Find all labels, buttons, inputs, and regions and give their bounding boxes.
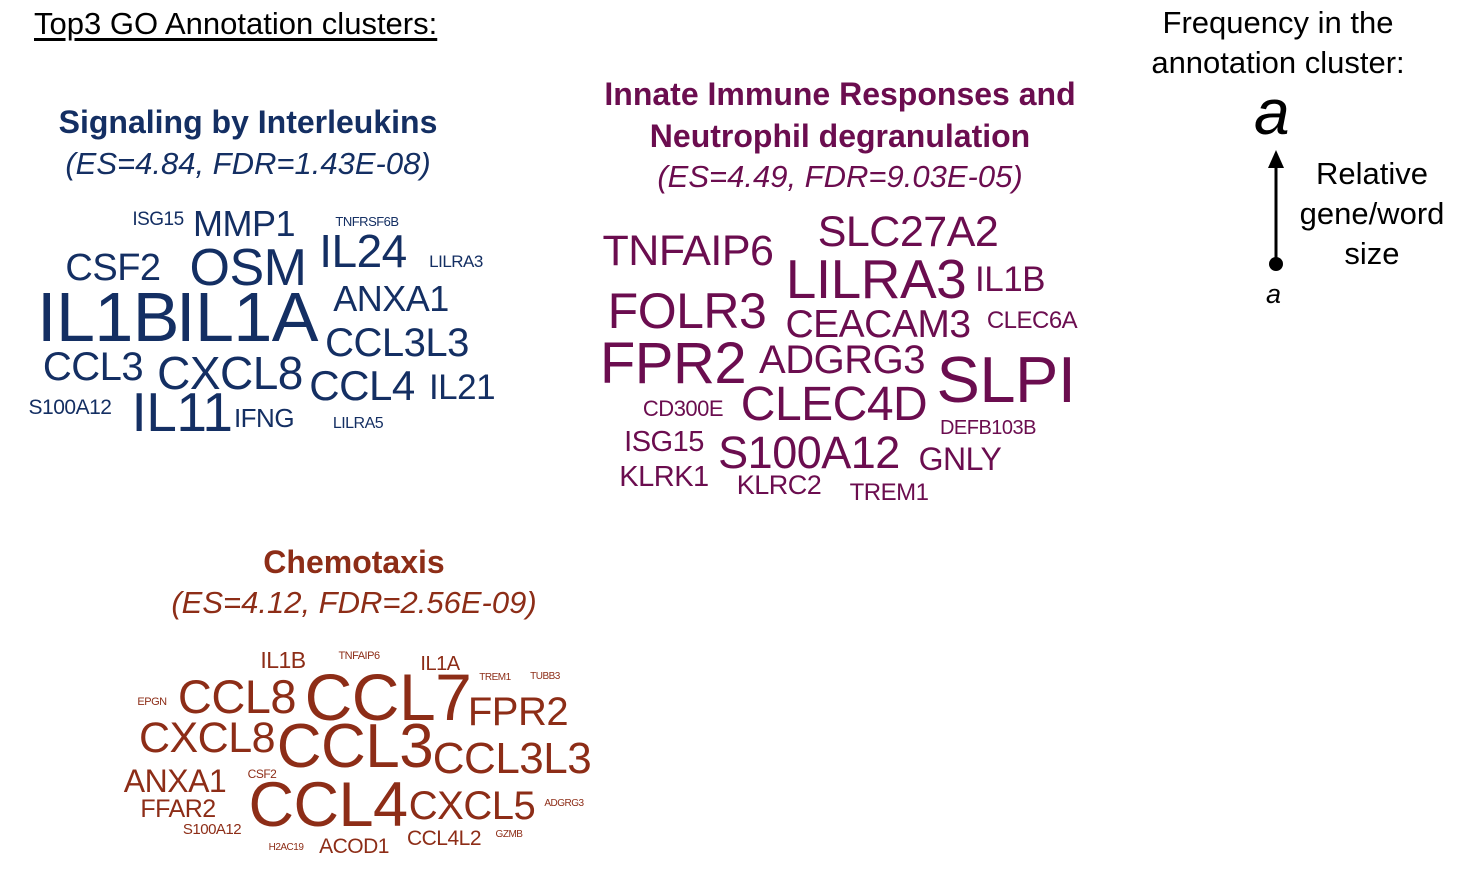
gene-word: ANXA1 (123, 763, 227, 799)
gene-word: CCL4 (309, 362, 415, 409)
gene-word: LILRA3 (429, 252, 483, 271)
gene-word: FFAR2 (140, 795, 216, 823)
gene-word: ACOD1 (319, 835, 389, 858)
gene-word: H2AC19 (268, 842, 304, 853)
gene-word: TNFRSF6B (335, 214, 399, 229)
size-arrow-icon (1268, 150, 1284, 271)
gene-word: FPR2 (467, 690, 569, 734)
gene-word: TREM1 (849, 479, 929, 506)
legend-big-letter: a (1254, 76, 1290, 148)
gene-word: MMP1 (192, 203, 296, 244)
gene-word: TREM1 (479, 672, 511, 683)
gene-word: CLEC4D (740, 378, 928, 431)
legend-title: Frequency in the (1162, 5, 1394, 40)
gene-word: IL21 (428, 368, 496, 407)
gene-word: ANXA1 (333, 278, 449, 319)
gene-word: CCL8 (177, 670, 297, 723)
cluster-title: Neutrophil degranulation (649, 118, 1031, 154)
gene-word: IL1B (975, 260, 1046, 299)
gene-word: CCL3 (42, 345, 144, 389)
gene-word: IL1B (37, 278, 180, 356)
gene-word: FPR2 (599, 331, 747, 396)
gene-word: CCL4L2 (406, 827, 482, 850)
cluster-stats: (ES=4.12, FDR=2.56E-09) (171, 585, 537, 620)
gene-word: TNFAIP6 (602, 227, 774, 275)
cluster-stats: (ES=4.84, FDR=1.43E-08) (65, 146, 431, 181)
cluster-title: Chemotaxis (263, 544, 445, 580)
gene-word: IL1A (176, 278, 319, 356)
gene-word: ADGRG3 (544, 798, 584, 809)
gene-word: CSF2 (65, 247, 161, 289)
legend-small-letter: a (1266, 279, 1282, 309)
legend-side-text: Relative (1316, 156, 1428, 191)
gene-word: IL24 (319, 225, 407, 277)
legend-side-text: gene/word (1299, 196, 1445, 231)
gene-word: ISG15 (624, 426, 704, 458)
legend-side-text: size (1344, 236, 1400, 271)
gene-word: CCL3L3 (325, 321, 469, 365)
gene-word: IL1A (420, 653, 460, 675)
gene-word: CXCL8 (157, 347, 303, 399)
gene-word: CD300E (642, 396, 724, 421)
gene-word: GNLY (918, 441, 1002, 477)
gene-word: IL11 (131, 381, 233, 443)
gene-word: CXCL5 (408, 784, 536, 828)
cluster-title: Innate Immune Responses and (604, 76, 1076, 112)
gene-word: OSM (189, 239, 307, 297)
gene-word: CLEC6A (986, 307, 1078, 334)
cluster-stats: (ES=4.49, FDR=9.03E-05) (657, 159, 1023, 194)
gene-word: CEACAM3 (785, 303, 971, 346)
gene-word: EPGN (137, 696, 167, 708)
gene-word: S100A12 (28, 396, 112, 419)
gene-word: CSF2 (247, 767, 277, 781)
gene-word: SLC27A2 (817, 208, 999, 256)
gene-word: CCL4 (248, 770, 408, 840)
gene-word: LILRA3 (785, 248, 967, 310)
gene-word: LILRA5 (332, 415, 384, 432)
gene-word: S100A12 (718, 427, 900, 478)
gene-word: CCL7 (304, 660, 472, 734)
gene-word: ISG15 (132, 209, 184, 230)
gene-word: IL1B (260, 647, 306, 673)
gene-word: ADGRG3 (759, 338, 925, 382)
gene-word: TNFAIP6 (338, 650, 380, 662)
gene-word: CCL3L3 (432, 734, 592, 783)
legend-title: annotation cluster: (1151, 45, 1405, 80)
gene-word: TUBB3 (530, 671, 560, 682)
gene-word: S100A12 (182, 821, 242, 838)
gene-word: CCL3 (276, 712, 434, 781)
gene-word: KLRK1 (619, 461, 709, 493)
gene-word: DEFB103B (939, 417, 1037, 439)
cluster-title: Signaling by Interleukins (58, 104, 438, 140)
gene-word: KLRC2 (736, 470, 822, 500)
gene-word: GZMB (495, 829, 523, 840)
page-title: Top3 GO Annotation clusters: (34, 6, 438, 41)
gene-word: CXCL8 (138, 714, 276, 762)
gene-word: IFNG (233, 403, 295, 433)
gene-word: SLPI (936, 343, 1076, 416)
gene-word: FOLR3 (607, 283, 767, 339)
